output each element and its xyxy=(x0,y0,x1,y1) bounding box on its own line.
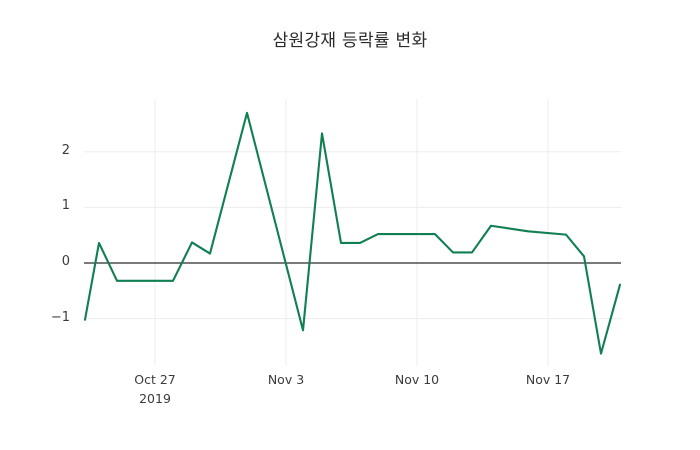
x-tick-label: Nov 10 xyxy=(395,372,439,387)
x-tick-label-main: Nov 10 xyxy=(394,372,440,387)
chart-title: 삼원강재 등락률 변화 xyxy=(272,31,428,51)
x-tick-label: Oct 27 2019 xyxy=(134,372,176,406)
x-tick-label: Nov 3 xyxy=(268,372,304,387)
y-tick-label: 2 xyxy=(61,142,70,158)
x-tick-label: Nov 17 xyxy=(526,372,570,387)
series-line xyxy=(83,111,622,355)
y-tick-label: 1 xyxy=(61,198,70,214)
data-series-group xyxy=(83,111,622,355)
x-tick-label-main: Nov 17 xyxy=(525,372,571,387)
x-tick-label-main: Oct 27 xyxy=(134,372,176,387)
y-tick-label: −1 xyxy=(50,309,70,325)
x-tick-label-year: 2019 xyxy=(139,391,171,406)
x-tick-label-main: Nov 3 xyxy=(267,372,305,387)
y-tick-label: 0 xyxy=(61,254,70,269)
grid-lines xyxy=(84,98,621,366)
